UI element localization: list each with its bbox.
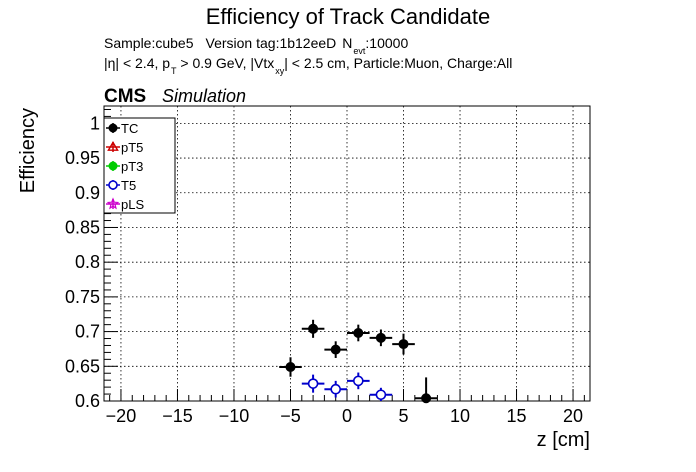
chart-title: Efficiency of Track Candidate xyxy=(206,4,491,29)
x-tick-label: −10 xyxy=(219,406,250,426)
y-tick-labels: 0.6 0.65 0.7 0.75 0.8 0.85 0.9 0.95 1 xyxy=(65,113,100,411)
vtx-subscript: xy xyxy=(275,66,285,76)
pt-subscript: T xyxy=(171,66,177,76)
legend-item-pt5-marker xyxy=(107,141,119,151)
y-axis-title: Efficiency xyxy=(17,108,39,193)
y-tick-label: 0.6 xyxy=(75,391,100,411)
simulation-label: Simulation xyxy=(162,86,246,106)
y-tick-label: 1 xyxy=(90,113,100,133)
legend-item-pls-marker xyxy=(106,197,120,210)
series-tc-point xyxy=(421,393,432,404)
legend: TC pT5 pT3 T5 pLS xyxy=(103,117,176,214)
legend-item-t5-marker xyxy=(108,180,118,190)
series-tc xyxy=(279,319,438,404)
cms-label: CMS xyxy=(104,86,146,107)
legend-item-pt5: pT5 xyxy=(106,140,143,155)
y-tick-label: 0.85 xyxy=(65,217,100,237)
x-axis-title: z [cm] xyxy=(537,429,590,451)
legend-item-t5-label: T5 xyxy=(121,178,136,193)
series-tc-point xyxy=(330,344,341,355)
series-tc-point xyxy=(308,323,319,334)
x-tick-label: 5 xyxy=(399,406,409,426)
y-tick-label: 0.9 xyxy=(75,183,100,203)
x-tick-label: −5 xyxy=(280,406,301,426)
subtitle-line1: Sample:cube5 Version tag:1b12eeD Nevt:1000… xyxy=(104,35,408,56)
eta-cut: |η| < 2.4, p xyxy=(104,55,170,71)
series-tc-point xyxy=(285,361,296,372)
subtitle-line2: |η| < 2.4, pT > 0.9 GeV, |Vtxxy| < 2.5 c… xyxy=(104,55,512,76)
x-tick-label: −20 xyxy=(106,406,137,426)
series-tc-point xyxy=(398,339,409,350)
legend-item-t5: T5 xyxy=(106,178,136,193)
legend-item-pls: pLS xyxy=(106,197,144,212)
series-t5 xyxy=(301,372,393,401)
sample-label: Sample:cube5 xyxy=(104,35,194,51)
y-tick-label: 0.75 xyxy=(65,287,100,307)
legend-item-pls-label: pLS xyxy=(121,197,144,212)
nevt-value: :10000 xyxy=(365,35,408,51)
x-tick-labels: −20 −15 −10 −5 0 5 10 15 20 xyxy=(106,406,583,426)
pt-cut: > 0.9 GeV, |Vtx xyxy=(177,55,275,71)
series-tc-point xyxy=(375,332,386,343)
series-t5-point xyxy=(375,389,387,401)
y-tick-label: 0.8 xyxy=(75,252,100,272)
legend-item-pt3-label: pT3 xyxy=(121,159,143,174)
y-tick-label: 0.65 xyxy=(65,356,100,376)
data-points xyxy=(279,319,438,404)
series-t5-point xyxy=(330,383,341,395)
nevt-subscript: evt xyxy=(353,46,366,56)
selection-rest: | < 2.5 cm, Particle:Muon, Charge:All xyxy=(284,55,512,71)
nevt-label: N xyxy=(342,35,352,51)
x-tick-label: −15 xyxy=(162,406,193,426)
version-label: Version tag:1b12eeD xyxy=(206,35,337,51)
series-t5-point xyxy=(307,378,319,389)
legend-item-tc-label: TC xyxy=(121,121,138,136)
series-tc-point xyxy=(353,327,364,338)
x-tick-label: 15 xyxy=(507,406,527,426)
x-tick-label: 20 xyxy=(563,406,583,426)
legend-item-tc-marker xyxy=(108,123,118,133)
series-t5-point xyxy=(353,375,364,387)
legend-item-pt3: pT3 xyxy=(106,159,143,174)
y-tick-label: 0.7 xyxy=(75,322,100,342)
y-tick-label: 0.95 xyxy=(65,148,100,168)
x-tick-label: 0 xyxy=(342,406,352,426)
legend-item-pt5-label: pT5 xyxy=(121,140,143,155)
x-tick-label: 10 xyxy=(450,406,470,426)
legend-item-pt3-marker xyxy=(108,161,118,171)
legend-item-tc: TC xyxy=(106,121,138,136)
